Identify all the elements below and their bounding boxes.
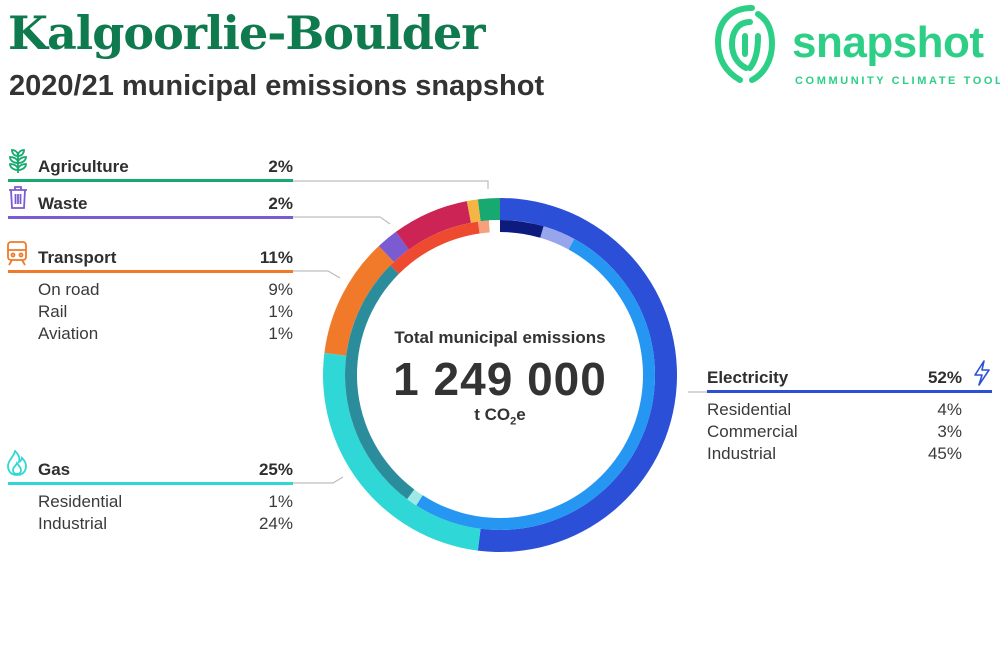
gas-sub-label: Residential bbox=[38, 492, 123, 511]
electricity-sub-pct: 4% bbox=[937, 400, 962, 419]
page-title: Kalgoorlie-Boulder bbox=[8, 6, 485, 60]
electricity-sub-pct: 3% bbox=[937, 422, 962, 441]
total-unit: t CO2e bbox=[474, 405, 526, 428]
transport-sub-pct: 1% bbox=[268, 302, 293, 321]
logo-tagline: COMMUNITY CLIMATE TOOL bbox=[795, 75, 1000, 87]
electricity-sub-label: Industrial bbox=[707, 444, 776, 463]
flame-icon bbox=[7, 450, 27, 476]
lightning-icon bbox=[974, 360, 990, 386]
category-waste-pct: 2% bbox=[268, 194, 293, 213]
plant-icon bbox=[9, 149, 27, 173]
transport-sub-pct: 1% bbox=[268, 324, 293, 343]
transport-sub-label: Aviation bbox=[38, 324, 99, 343]
leader-line-transport bbox=[293, 270, 341, 279]
category-agriculture: Agriculture bbox=[38, 157, 129, 176]
gas-sub-pct: 24% bbox=[258, 514, 293, 533]
total-label: Total municipal emissions bbox=[394, 328, 606, 347]
leader-line-gas bbox=[293, 476, 344, 484]
page-subtitle: 2020/21 municipal emissions snapshot bbox=[9, 70, 545, 102]
electricity-underline bbox=[707, 390, 992, 393]
category-transport: Transport bbox=[38, 248, 117, 267]
waste-underline bbox=[8, 216, 293, 219]
leader-line-waste bbox=[293, 216, 391, 225]
fingerprint-icon bbox=[714, 5, 776, 83]
train-icon bbox=[7, 241, 27, 266]
transport-underline bbox=[8, 270, 293, 273]
gas-sub-label: Industrial bbox=[38, 514, 107, 533]
donut-slice-agriculture bbox=[477, 198, 500, 222]
electricity-sub-label: Residential bbox=[707, 400, 792, 419]
donut-slice-transport bbox=[324, 245, 394, 356]
donut-slice-gas bbox=[323, 352, 481, 551]
transport-sub-label: On road bbox=[38, 280, 100, 299]
category-waste: Waste bbox=[38, 194, 88, 213]
category-agriculture-pct: 2% bbox=[268, 157, 293, 176]
agriculture-underline bbox=[8, 179, 293, 182]
leader-line-agriculture bbox=[293, 180, 489, 189]
donut-subslice-electricity-residential bbox=[500, 220, 544, 238]
donut-slice-unlabeled bbox=[466, 199, 481, 223]
logo-wordmark: snapshot bbox=[792, 18, 984, 67]
bin-icon bbox=[9, 186, 27, 209]
transport-sub-pct: 9% bbox=[268, 280, 293, 299]
electricity-sub-pct: 45% bbox=[927, 444, 962, 463]
donut-slice-waste bbox=[378, 231, 409, 263]
donut-subslice-transport-on-road bbox=[390, 221, 480, 274]
category-electricity-pct: 52% bbox=[927, 368, 962, 387]
donut-subslice-transport-aviation bbox=[488, 220, 500, 233]
category-gas-pct: 25% bbox=[258, 460, 293, 479]
electricity-sub-label: Commercial bbox=[707, 422, 798, 441]
category-gas: Gas bbox=[38, 460, 71, 479]
donut-subslice-transport-rail bbox=[477, 220, 490, 234]
donut-subslice-gas-industrial bbox=[344, 265, 415, 500]
gas-underline bbox=[8, 482, 293, 485]
donut-subslice-gas-residential bbox=[407, 489, 423, 506]
transport-sub-label: Rail bbox=[38, 302, 68, 321]
donut-slice-unlabeled bbox=[395, 201, 471, 250]
total-value: 1 249 000 bbox=[393, 353, 607, 405]
donut-subslice-electricity-commercial bbox=[540, 226, 575, 250]
category-transport-pct: 11% bbox=[259, 248, 293, 267]
category-electricity: Electricity bbox=[707, 368, 789, 387]
gas-sub-pct: 1% bbox=[268, 492, 293, 511]
